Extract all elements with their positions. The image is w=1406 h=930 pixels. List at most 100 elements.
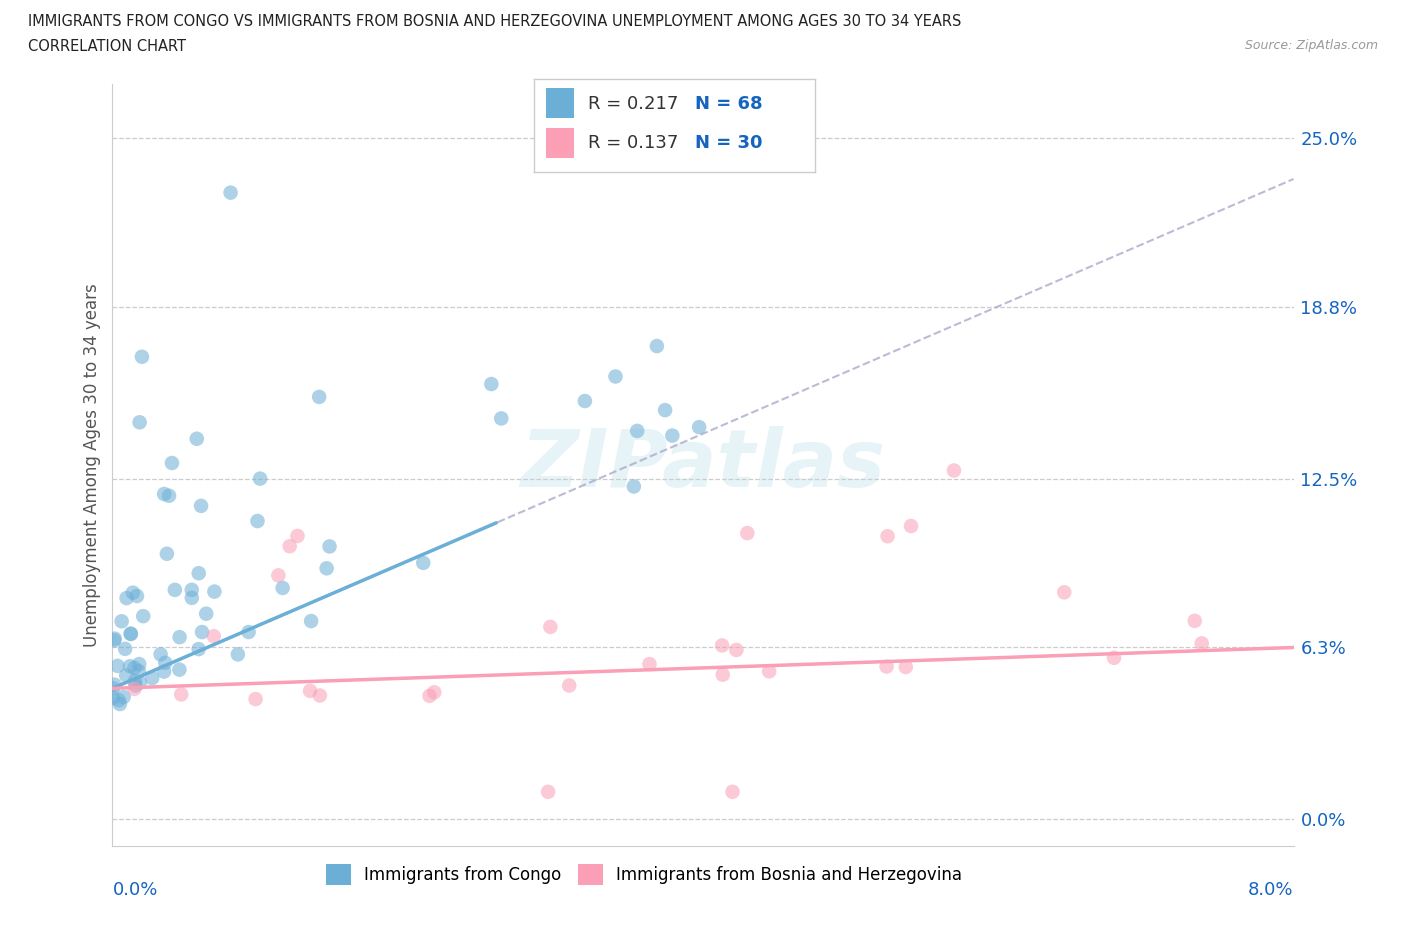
Point <box>128 664 150 679</box>
Point <box>187 642 209 657</box>
Point <box>180 582 202 597</box>
Legend: Immigrants from Congo, Immigrants from Bosnia and Herzegovina: Immigrants from Congo, Immigrants from B… <box>319 857 969 891</box>
Point <box>246 513 269 528</box>
Point <box>122 585 145 600</box>
Point <box>491 411 513 426</box>
Point <box>187 565 209 580</box>
Point <box>118 658 141 673</box>
Point <box>157 488 180 503</box>
Point <box>538 619 561 634</box>
Point <box>574 393 596 408</box>
Point <box>537 784 560 799</box>
Point <box>120 626 142 641</box>
Text: CORRELATION CHART: CORRELATION CHART <box>28 39 186 54</box>
Point <box>876 529 898 544</box>
Point <box>114 642 136 657</box>
Point <box>170 687 193 702</box>
Point <box>120 627 142 642</box>
Point <box>226 647 249 662</box>
Point <box>711 638 734 653</box>
Point <box>308 390 330 405</box>
Point <box>108 697 131 711</box>
Point <box>479 377 502 392</box>
Point <box>103 677 125 692</box>
Point <box>128 657 150 671</box>
Point <box>299 684 322 698</box>
Point <box>169 662 191 677</box>
Point <box>115 668 138 683</box>
Point <box>190 498 212 513</box>
Point <box>191 625 214 640</box>
Point <box>267 568 290 583</box>
Point <box>638 657 661 671</box>
Point <box>149 647 172 662</box>
Text: N = 30: N = 30 <box>695 134 762 153</box>
Point <box>219 185 242 200</box>
Text: 0.0%: 0.0% <box>112 881 157 898</box>
Point <box>132 609 155 624</box>
Text: Source: ZipAtlas.com: Source: ZipAtlas.com <box>1244 39 1378 52</box>
Point <box>160 456 183 471</box>
Point <box>186 432 208 446</box>
Text: 8.0%: 8.0% <box>1249 881 1294 898</box>
Text: N = 68: N = 68 <box>695 95 762 113</box>
Point <box>876 659 898 674</box>
Point <box>125 589 148 604</box>
Point <box>128 415 150 430</box>
Point <box>107 693 129 708</box>
Point <box>412 555 434 570</box>
Point <box>299 614 322 629</box>
Point <box>711 667 734 682</box>
Point <box>124 678 146 693</box>
Point <box>156 546 179 561</box>
Point <box>249 472 271 486</box>
Point <box>1102 650 1125 665</box>
Point <box>202 629 225 644</box>
Point <box>101 681 124 696</box>
Text: IMMIGRANTS FROM CONGO VS IMMIGRANTS FROM BOSNIA AND HERZEGOVINA UNEMPLOYMENT AMO: IMMIGRANTS FROM CONGO VS IMMIGRANTS FROM… <box>28 14 962 29</box>
Point <box>141 671 163 685</box>
Point <box>195 606 218 621</box>
Point <box>112 689 135 704</box>
Point <box>115 591 138 605</box>
Point <box>688 419 710 434</box>
Point <box>721 784 744 799</box>
Point <box>758 664 780 679</box>
Point <box>1053 585 1076 600</box>
Point <box>124 673 146 688</box>
Point <box>238 625 260 640</box>
Point <box>605 369 627 384</box>
Point <box>894 659 917 674</box>
Y-axis label: Unemployment Among Ages 30 to 34 years: Unemployment Among Ages 30 to 34 years <box>83 283 101 647</box>
Point <box>423 684 446 699</box>
Point <box>661 428 683 443</box>
Point <box>725 643 748 658</box>
Point <box>1191 636 1213 651</box>
Text: R = 0.217: R = 0.217 <box>588 95 678 113</box>
Point <box>900 519 922 534</box>
Point <box>654 403 676 418</box>
Point <box>942 463 965 478</box>
Point <box>153 664 176 679</box>
Point <box>180 591 202 605</box>
Point <box>623 479 645 494</box>
Point <box>111 614 134 629</box>
Point <box>626 423 648 438</box>
Point <box>107 658 129 673</box>
Point <box>153 486 176 501</box>
Bar <box>546 88 574 118</box>
Point <box>104 631 127 646</box>
Point <box>271 580 294 595</box>
Text: ZIPatlas: ZIPatlas <box>520 426 886 504</box>
Point <box>124 660 146 675</box>
Point <box>315 561 337 576</box>
Point <box>103 633 125 648</box>
Point <box>318 539 340 554</box>
Point <box>737 525 759 540</box>
Point <box>278 538 301 553</box>
Point <box>101 690 124 705</box>
Point <box>124 682 146 697</box>
Point <box>245 692 267 707</box>
Point <box>645 339 668 353</box>
Point <box>169 630 191 644</box>
